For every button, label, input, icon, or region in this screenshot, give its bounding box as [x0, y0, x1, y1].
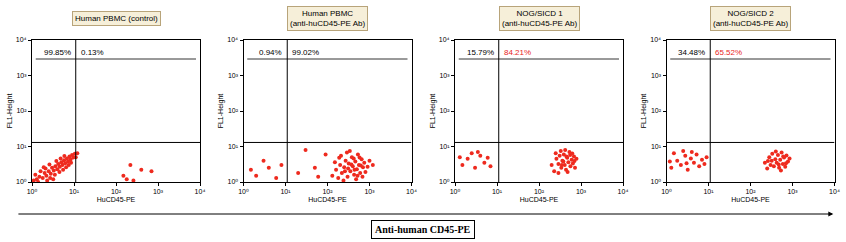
svg-text:10³: 10³	[651, 72, 662, 79]
svg-text:10⁰: 10⁰	[16, 178, 27, 185]
svg-text:15.79%: 15.79%	[467, 48, 494, 57]
svg-text:10²: 10²	[228, 107, 239, 114]
svg-text:10²: 10²	[651, 107, 662, 114]
svg-text:HuCD45-PE: HuCD45-PE	[308, 196, 347, 203]
svg-text:10¹: 10¹	[492, 188, 503, 195]
svg-text:0.13%: 0.13%	[81, 48, 104, 57]
svg-text:FL1-Height: FL1-Height	[429, 94, 437, 129]
svg-text:10²: 10²	[111, 188, 122, 195]
svg-text:10⁰: 10⁰	[661, 188, 672, 195]
svg-text:10¹: 10¹	[280, 188, 291, 195]
svg-text:10³: 10³	[153, 188, 164, 195]
svg-text:10²: 10²	[534, 188, 545, 195]
svg-text:10⁰: 10⁰	[651, 178, 662, 185]
svg-text:Human PBMC (control): Human PBMC (control)	[75, 14, 158, 23]
svg-text:10⁴: 10⁴	[406, 188, 417, 195]
svg-text:10⁴: 10⁴	[195, 188, 206, 195]
svg-text:10⁰: 10⁰	[228, 178, 239, 185]
svg-text:10¹: 10¹	[439, 143, 450, 150]
svg-text:10⁰: 10⁰	[450, 188, 461, 195]
svg-text:10⁰: 10⁰	[439, 178, 450, 185]
svg-text:10⁰: 10⁰	[238, 188, 249, 195]
svg-text:10³: 10³	[576, 188, 587, 195]
svg-text:10³: 10³	[364, 188, 375, 195]
svg-text:10¹: 10¹	[703, 188, 714, 195]
svg-text:10⁴: 10⁴	[829, 188, 840, 195]
svg-text:10¹: 10¹	[16, 143, 27, 150]
svg-text:FL1-Height: FL1-Height	[640, 94, 648, 129]
svg-text:FL1-Height: FL1-Height	[6, 94, 14, 129]
svg-text:84.21%: 84.21%	[504, 48, 531, 57]
svg-text:99.02%: 99.02%	[292, 48, 319, 57]
svg-text:65.52%: 65.52%	[715, 48, 742, 57]
svg-text:HuCD45-PE: HuCD45-PE	[97, 196, 136, 203]
svg-text:10²: 10²	[16, 107, 27, 114]
svg-text:10⁴: 10⁴	[650, 36, 661, 43]
svg-text:10²: 10²	[745, 188, 756, 195]
svg-text:10⁰: 10⁰	[27, 188, 38, 195]
svg-text:10³: 10³	[16, 72, 27, 79]
svg-text:Human PBMC(anti-huCD45-PE Ab): Human PBMC(anti-huCD45-PE Ab)	[290, 9, 365, 28]
svg-text:10³: 10³	[787, 188, 798, 195]
svg-text:34.48%: 34.48%	[678, 48, 705, 57]
svg-text:99.85%: 99.85%	[44, 48, 71, 57]
svg-text:FL1-Height: FL1-Height	[217, 94, 225, 129]
svg-text:10³: 10³	[228, 72, 239, 79]
svg-text:10⁴: 10⁴	[227, 36, 238, 43]
svg-text:Anti-human CD45-PE: Anti-human CD45-PE	[375, 224, 471, 235]
svg-text:HuCD45-PE: HuCD45-PE	[731, 196, 770, 203]
svg-text:10¹: 10¹	[69, 188, 80, 195]
svg-text:10⁴: 10⁴	[618, 188, 629, 195]
svg-text:10¹: 10¹	[228, 143, 239, 150]
svg-text:0.94%: 0.94%	[259, 48, 282, 57]
svg-text:10⁴: 10⁴	[16, 36, 27, 43]
svg-text:10¹: 10¹	[651, 143, 662, 150]
svg-text:NOG/SICD 1(anti-huCD45-PE Ab): NOG/SICD 1(anti-huCD45-PE Ab)	[502, 9, 577, 28]
svg-text:HuCD45-PE: HuCD45-PE	[520, 196, 559, 203]
svg-text:10⁴: 10⁴	[439, 36, 450, 43]
svg-text:10²: 10²	[322, 188, 333, 195]
svg-text:10²: 10²	[439, 107, 450, 114]
svg-text:10³: 10³	[439, 72, 450, 79]
svg-text:NOG/SICD 2(anti-huCD45-PE Ab): NOG/SICD 2(anti-huCD45-PE Ab)	[713, 9, 788, 28]
